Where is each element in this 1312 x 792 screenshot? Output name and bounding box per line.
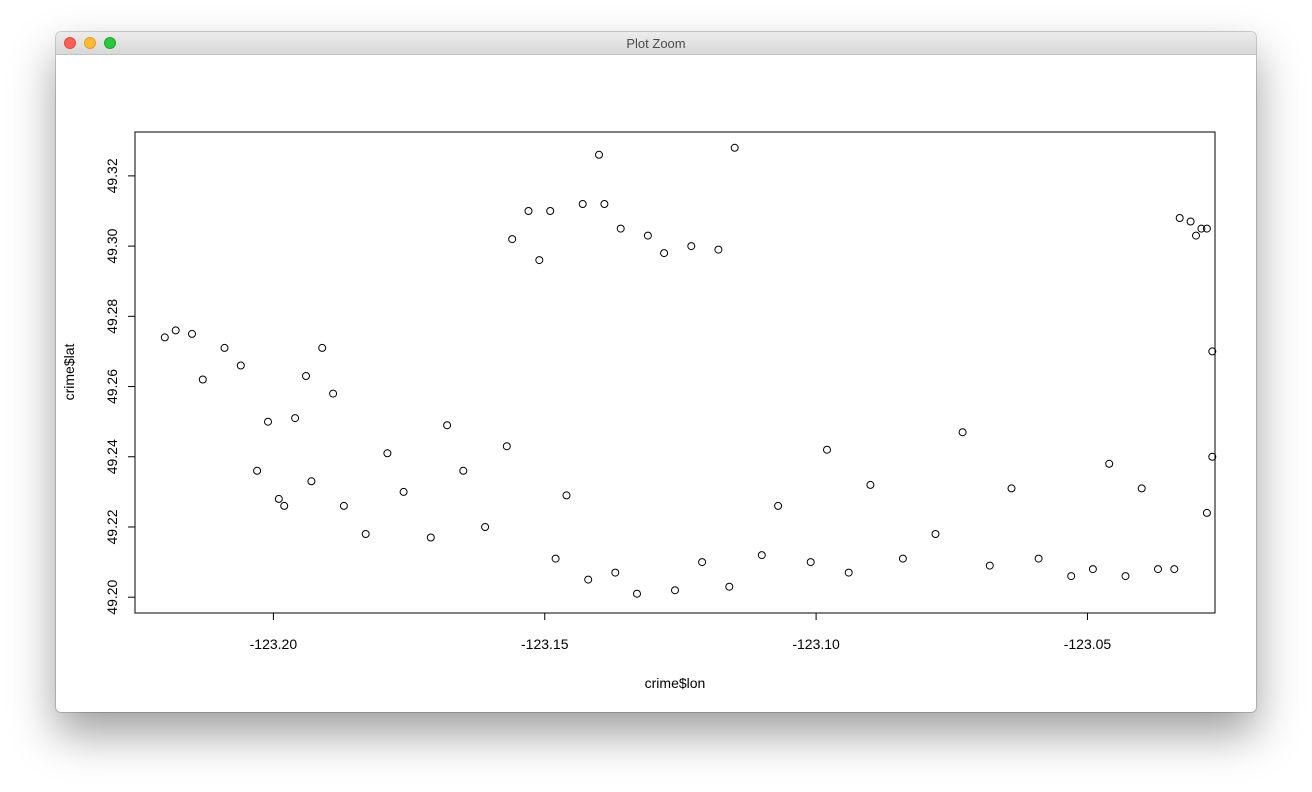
data-point — [806, 558, 815, 567]
data-point — [481, 523, 490, 531]
data-point — [725, 582, 734, 591]
window-title: Plot Zoom — [626, 36, 686, 51]
x-tick-label: -123.05 — [1064, 636, 1112, 652]
data-point — [236, 361, 245, 370]
data-point — [443, 421, 452, 430]
data-point — [774, 501, 783, 510]
data-point — [160, 333, 169, 342]
y-tick-label: 49.28 — [104, 299, 120, 334]
data-point — [611, 568, 620, 577]
x-tick-label: -123.15 — [521, 636, 569, 652]
data-point — [1202, 224, 1211, 233]
data-point — [551, 554, 560, 563]
data-point — [1088, 565, 1097, 574]
y-tick-label: 49.24 — [104, 439, 120, 474]
x-tick-label: -123.10 — [792, 636, 840, 652]
data-point — [1007, 484, 1016, 493]
data-points — [160, 143, 1217, 598]
y-tick-label: 49.32 — [104, 158, 120, 193]
y-axis-label: crime$lat — [61, 343, 77, 400]
window-titlebar[interactable]: Plot Zoom — [56, 32, 1256, 55]
data-point — [1186, 217, 1195, 226]
data-point — [198, 375, 207, 384]
data-point — [844, 568, 853, 577]
data-point — [302, 372, 310, 380]
plot-frame — [134, 131, 1216, 614]
y-tick-label: 49.26 — [104, 369, 120, 404]
data-point — [595, 150, 603, 159]
data-point — [399, 487, 408, 496]
data-point — [264, 417, 272, 426]
data-point — [1105, 459, 1114, 468]
zoom-window-button[interactable] — [104, 37, 116, 49]
data-point — [502, 442, 511, 451]
data-point — [985, 561, 994, 570]
data-point — [584, 575, 593, 584]
data-point — [1175, 214, 1184, 222]
data-point — [426, 533, 435, 542]
data-point — [253, 466, 262, 475]
data-point — [1137, 484, 1146, 493]
data-point — [958, 428, 967, 437]
data-point — [1154, 565, 1162, 574]
data-point — [383, 449, 392, 458]
minimize-window-button[interactable] — [84, 37, 96, 49]
data-point — [318, 343, 327, 352]
data-point — [643, 231, 652, 240]
data-point — [1170, 565, 1179, 574]
data-point — [687, 242, 696, 251]
close-window-button[interactable] — [64, 37, 76, 49]
x-tick-label: -123.20 — [250, 636, 298, 652]
data-point — [600, 200, 609, 208]
y-axis: 49.20 49.22 49.24 49.26 49.28 49.30 49.32 — [104, 158, 136, 615]
data-point — [291, 414, 300, 423]
data-point — [459, 466, 468, 475]
data-point — [578, 200, 587, 208]
data-point — [361, 530, 370, 538]
data-point — [714, 245, 723, 254]
data-point — [329, 389, 338, 398]
data-point — [1202, 508, 1211, 517]
y-tick-label: 49.22 — [104, 509, 120, 544]
data-point — [546, 207, 555, 215]
data-point — [1208, 347, 1217, 356]
data-point — [660, 249, 669, 258]
data-point — [524, 207, 533, 215]
y-tick-label: 49.30 — [104, 228, 120, 263]
data-point — [508, 235, 517, 244]
data-point — [280, 501, 289, 510]
data-point — [616, 224, 625, 233]
data-point — [671, 586, 679, 595]
data-point — [562, 491, 571, 500]
data-point — [633, 589, 641, 598]
data-point — [171, 326, 180, 335]
data-point — [757, 551, 766, 560]
data-point — [188, 329, 196, 338]
data-point — [866, 480, 875, 489]
data-point — [898, 554, 907, 563]
data-point — [1208, 452, 1217, 461]
data-point — [1192, 231, 1200, 240]
plot-zoom-window: Plot Zoom -123.20 -123.15 -123.10 -123.05 4… — [56, 32, 1256, 712]
data-point — [823, 445, 831, 454]
data-point — [1067, 572, 1076, 581]
x-axis-label: crime$lon — [645, 675, 706, 691]
data-point — [730, 143, 739, 152]
data-point — [698, 558, 707, 567]
data-point — [220, 343, 229, 352]
data-point — [1034, 554, 1043, 563]
y-tick-label: 49.20 — [104, 579, 120, 614]
data-point — [274, 494, 283, 503]
data-point — [339, 501, 348, 510]
data-point — [1197, 224, 1206, 233]
data-point — [1121, 572, 1130, 581]
data-point — [307, 477, 316, 486]
scatter-plot: -123.20 -123.15 -123.10 -123.05 49.2049.224… — [61, 131, 1217, 691]
data-point — [931, 530, 940, 538]
data-point — [535, 256, 544, 265]
x-axis: -123.20 -123.15 -123.10 -123.05 — [250, 612, 1112, 652]
